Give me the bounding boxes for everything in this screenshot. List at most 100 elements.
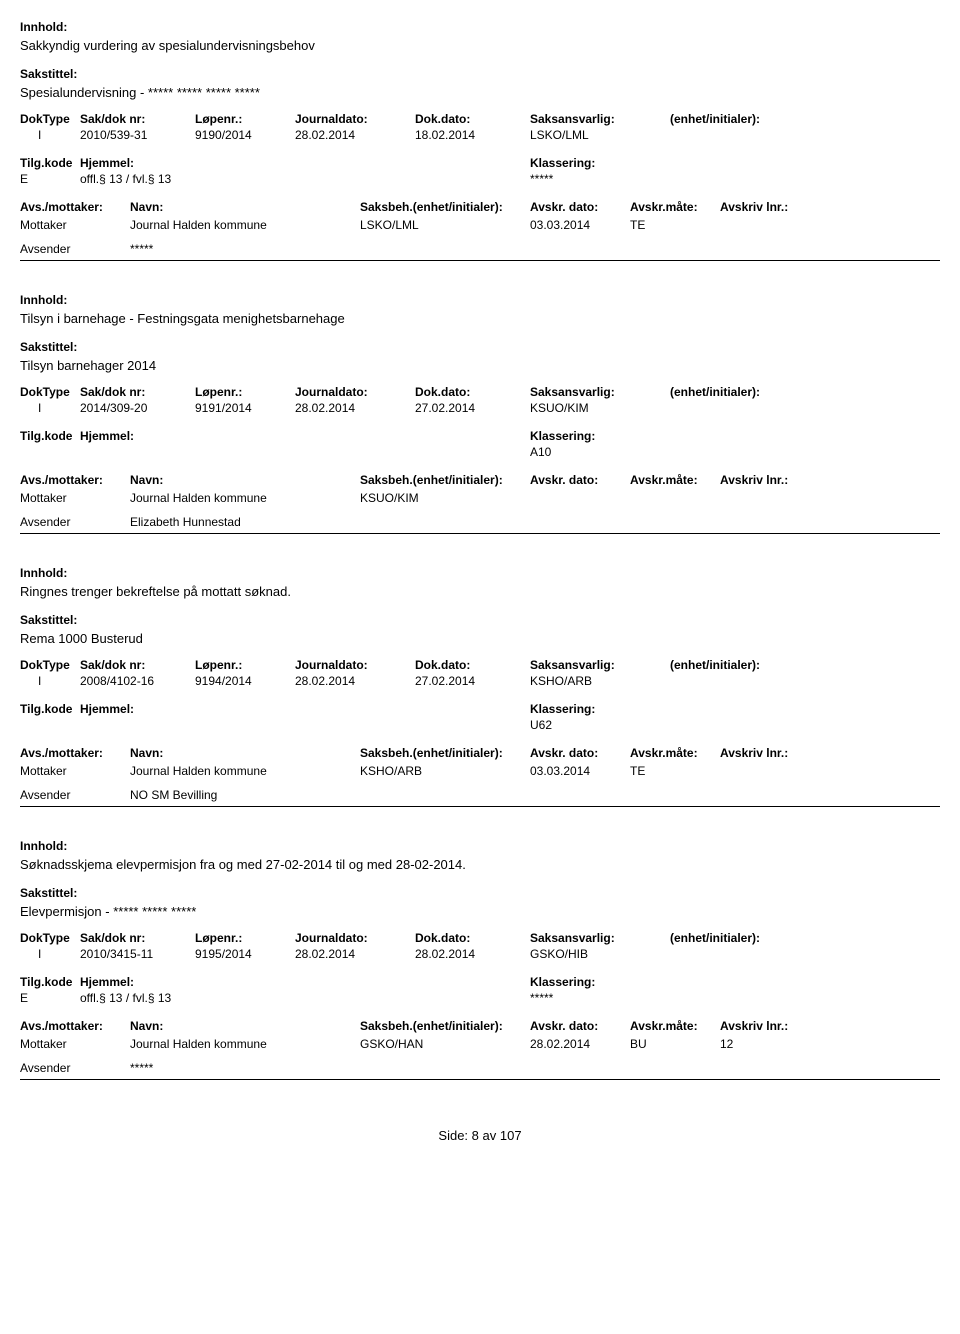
- avsender-label: Avsender: [20, 515, 130, 529]
- mottaker-saksbeh: GSKO/HAN: [360, 1037, 530, 1051]
- doktype-value: I: [20, 401, 80, 415]
- dokdato-value: 28.02.2014: [415, 947, 530, 961]
- avsender-label: Avsender: [20, 788, 130, 802]
- mottaker-saksbeh: LSKO/LML: [360, 218, 530, 232]
- page-number: 8: [472, 1128, 479, 1143]
- klassering-header: Klassering:: [530, 156, 595, 170]
- klassering-value: *****: [530, 172, 553, 186]
- dokdato-header: Dok.dato:: [415, 385, 530, 399]
- saknr-value: 2008/4102-16: [80, 674, 195, 688]
- lopenr-header: Løpenr.:: [195, 931, 295, 945]
- dokdato-header: Dok.dato:: [415, 931, 530, 945]
- doktype-value: I: [20, 674, 80, 688]
- side-label: Side:: [438, 1128, 468, 1143]
- mottaker-navn: Journal Halden kommune: [130, 218, 360, 232]
- avskrdato-header: Avskr. dato:: [530, 473, 630, 487]
- journaldato-header: Journaldato:: [295, 658, 415, 672]
- journaldato-header: Journaldato:: [295, 385, 415, 399]
- avskrdato-header: Avskr. dato:: [530, 746, 630, 760]
- avs-header-row: Avs./mottaker: Navn: Saksbeh.(enhet/init…: [20, 473, 940, 487]
- avsender-navn: Elizabeth Hunnestad: [130, 515, 360, 529]
- lopenr-value: 9194/2014: [195, 674, 295, 688]
- saksbeh-header: Saksbeh.(enhet/initialer):: [360, 473, 530, 487]
- doktype-value: I: [20, 947, 80, 961]
- main-header-row: DokType Sak/dok nr: Løpenr.: Journaldato…: [20, 112, 940, 126]
- klassering-header-row: Tilg.kode Hjemmel: Klassering:: [20, 975, 940, 989]
- main-header-row: DokType Sak/dok nr: Løpenr.: Journaldato…: [20, 658, 940, 672]
- saksansvarlig-header: Saksansvarlig:: [530, 931, 670, 945]
- klassering-value: *****: [530, 991, 553, 1005]
- entry-separator: [20, 533, 940, 534]
- tilgkode-value: E: [20, 172, 80, 186]
- enhet-header: (enhet/initialer):: [670, 385, 940, 399]
- innhold-label: Innhold:: [20, 839, 940, 853]
- sakstittel-text: Spesialundervisning - ***** ***** ***** …: [20, 85, 940, 100]
- avskrlnr-header: Avskriv lnr.:: [720, 200, 788, 214]
- dokdato-value: 27.02.2014: [415, 401, 530, 415]
- av-label: av: [483, 1128, 497, 1143]
- mottaker-avskrmate: TE: [630, 218, 720, 232]
- klassering-header-row: Tilg.kode Hjemmel: Klassering:: [20, 429, 940, 443]
- dokdato-header: Dok.dato:: [415, 658, 530, 672]
- dokdato-header: Dok.dato:: [415, 112, 530, 126]
- innhold-label: Innhold:: [20, 20, 940, 34]
- klassering-data-row: E offl.§ 13 / fvl.§ 13 *****: [20, 172, 940, 186]
- enhet-value: [670, 947, 940, 961]
- journaldato-header: Journaldato:: [295, 112, 415, 126]
- mottaker-navn: Journal Halden kommune: [130, 764, 360, 778]
- enhet-value: [670, 674, 940, 688]
- avskrmate-header: Avskr.måte:: [630, 200, 720, 214]
- sakstittel-label: Sakstittel:: [20, 613, 940, 627]
- hjemmel-header: Hjemmel:: [80, 702, 530, 716]
- saksbeh-header: Saksbeh.(enhet/initialer):: [360, 200, 530, 214]
- enhet-value: [670, 401, 940, 415]
- avs-header-row: Avs./mottaker: Navn: Saksbeh.(enhet/init…: [20, 200, 940, 214]
- saknr-value: 2010/3415-11: [80, 947, 195, 961]
- avsender-row: Avsender NO SM Bevilling: [20, 788, 940, 802]
- saksansvarlig-value: GSKO/HIB: [530, 947, 670, 961]
- journal-entry: Innhold: Sakkyndig vurdering av spesialu…: [20, 20, 940, 261]
- lopenr-value: 9190/2014: [195, 128, 295, 142]
- lopenr-value: 9191/2014: [195, 401, 295, 415]
- mottaker-row: Mottaker Journal Halden kommune KSUO/KIM: [20, 491, 940, 505]
- enhet-header: (enhet/initialer):: [670, 658, 940, 672]
- mottaker-navn: Journal Halden kommune: [130, 491, 360, 505]
- mottaker-row: Mottaker Journal Halden kommune LSKO/LML…: [20, 218, 940, 232]
- mottaker-avskrmate: BU: [630, 1037, 720, 1051]
- tilgkode-header: Tilg.kode: [20, 429, 80, 443]
- mottaker-saksbeh: KSUO/KIM: [360, 491, 530, 505]
- mottaker-avskrmate: [630, 491, 720, 505]
- mottaker-avskrdato: 28.02.2014: [530, 1037, 630, 1051]
- avskrmate-header: Avskr.måte:: [630, 1019, 720, 1033]
- avskrmate-header: Avskr.måte:: [630, 746, 720, 760]
- avskrdato-header: Avskr. dato:: [530, 200, 630, 214]
- saksansvarlig-value: LSKO/LML: [530, 128, 670, 142]
- klassering-header: Klassering:: [530, 975, 595, 989]
- doktype-header: DokType: [20, 658, 80, 672]
- avsender-navn: NO SM Bevilling: [130, 788, 360, 802]
- journaldato-value: 28.02.2014: [295, 674, 415, 688]
- saksbeh-header: Saksbeh.(enhet/initialer):: [360, 1019, 530, 1033]
- innhold-text: Søknadsskjema elevpermisjon fra og med 2…: [20, 857, 940, 872]
- doktype-header: DokType: [20, 385, 80, 399]
- lopenr-header: Løpenr.:: [195, 658, 295, 672]
- avs-header-row: Avs./mottaker: Navn: Saksbeh.(enhet/init…: [20, 746, 940, 760]
- innhold-label: Innhold:: [20, 566, 940, 580]
- mottaker-avskrdato: 03.03.2014: [530, 218, 630, 232]
- journaldato-value: 28.02.2014: [295, 401, 415, 415]
- lopenr-value: 9195/2014: [195, 947, 295, 961]
- innhold-text: Ringnes trenger bekreftelse på mottatt s…: [20, 584, 940, 599]
- avskrdato-header: Avskr. dato:: [530, 1019, 630, 1033]
- avskrlnr-header: Avskriv lnr.:: [720, 473, 788, 487]
- sakstittel-label: Sakstittel:: [20, 340, 940, 354]
- doktype-header: DokType: [20, 931, 80, 945]
- navn-header: Navn:: [130, 746, 360, 760]
- dokdato-value: 18.02.2014: [415, 128, 530, 142]
- mottaker-row: Mottaker Journal Halden kommune KSHO/ARB…: [20, 764, 940, 778]
- navn-header: Navn:: [130, 1019, 360, 1033]
- main-data-row: I 2010/3415-11 9195/2014 28.02.2014 28.0…: [20, 947, 940, 961]
- hjemmel-value: [80, 445, 530, 459]
- saksansvarlig-value: KSUO/KIM: [530, 401, 670, 415]
- main-data-row: I 2014/309-20 9191/2014 28.02.2014 27.02…: [20, 401, 940, 415]
- klassering-header-row: Tilg.kode Hjemmel: Klassering:: [20, 702, 940, 716]
